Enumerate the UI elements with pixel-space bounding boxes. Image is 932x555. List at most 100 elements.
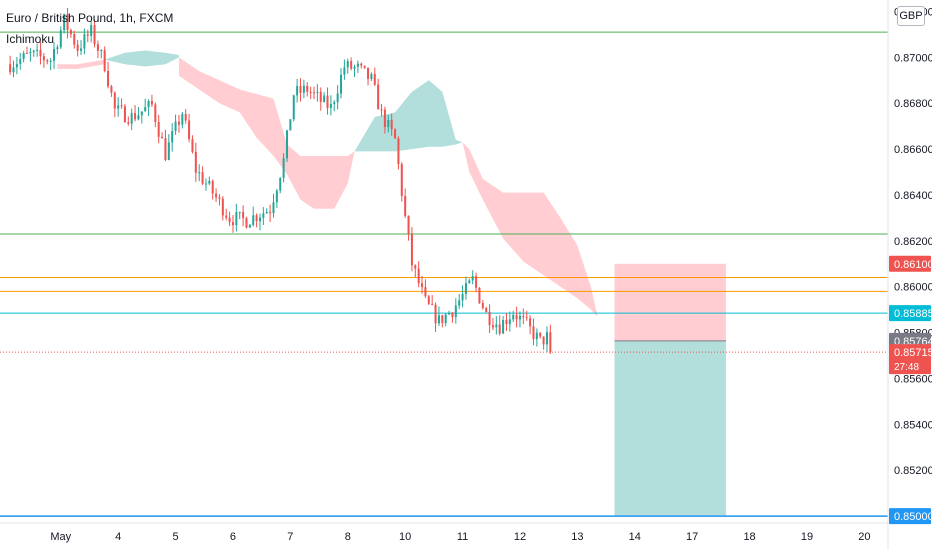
time-tick-label: 17	[686, 531, 698, 543]
candle-body	[529, 318, 532, 327]
candle-body	[204, 183, 207, 185]
candle	[454, 298, 457, 324]
candle-body	[188, 120, 191, 140]
candle	[539, 332, 542, 339]
candle	[404, 188, 407, 219]
candle	[370, 72, 373, 82]
candle-body	[292, 95, 295, 120]
candle	[174, 114, 177, 135]
candle-body	[518, 315, 521, 320]
candle-body	[228, 217, 231, 223]
candle	[120, 98, 123, 109]
symbol-title[interactable]: Euro / British Pound, 1h, FXCM	[6, 11, 174, 25]
candle	[150, 94, 153, 107]
candle	[336, 85, 339, 110]
candle	[63, 13, 66, 34]
candle	[380, 103, 383, 117]
candle	[360, 62, 363, 69]
candle	[329, 95, 332, 116]
candle	[265, 208, 268, 214]
time-tick-label: 14	[629, 531, 641, 543]
price-label-text: 0.85715	[894, 347, 932, 359]
candle	[269, 204, 272, 223]
price-label-text: 0.86100	[894, 259, 932, 271]
candle-body	[171, 131, 174, 143]
indicator-label[interactable]: Ichimoku	[6, 32, 55, 46]
candle-body	[481, 303, 484, 308]
candle-body	[296, 86, 299, 96]
candle-body	[275, 190, 278, 203]
candle	[164, 129, 167, 162]
ichimoku-bull-cloud-1	[354, 80, 463, 152]
candle	[319, 87, 322, 111]
candle	[137, 106, 140, 121]
candle-body	[525, 317, 528, 319]
candle	[410, 227, 413, 272]
candle	[157, 114, 160, 144]
candle-body	[32, 50, 35, 53]
candle-body	[316, 91, 319, 93]
candle-body	[144, 107, 147, 112]
candle-body	[515, 314, 518, 320]
candle-body	[164, 138, 167, 160]
candle	[25, 46, 29, 55]
candle-body	[174, 121, 177, 132]
candle-body	[157, 122, 160, 137]
candle-body	[194, 151, 197, 173]
candle-body	[448, 312, 451, 315]
candle-body	[208, 180, 211, 184]
candle	[53, 42, 56, 69]
candle-body	[390, 120, 393, 130]
candle-body	[383, 109, 386, 127]
candle	[485, 306, 488, 313]
candle	[397, 136, 400, 170]
candle-body	[350, 61, 353, 69]
candle-body	[434, 304, 437, 324]
candle	[508, 311, 511, 332]
candle-body	[198, 172, 201, 174]
time-tick-label: 7	[287, 531, 293, 543]
ichimoku-bear-cloud-1	[178, 57, 355, 209]
candle	[191, 135, 194, 154]
candle	[113, 91, 116, 118]
candle	[346, 58, 349, 74]
candle-body	[63, 14, 66, 31]
candle-body	[488, 312, 491, 326]
candle-body	[346, 61, 349, 68]
candle-body	[326, 95, 329, 109]
candle	[292, 94, 295, 122]
candle-body	[39, 49, 42, 57]
candle	[36, 43, 39, 57]
time-tick-label: 5	[173, 531, 179, 543]
candle	[90, 21, 93, 43]
candle	[444, 313, 447, 327]
candles	[9, 7, 552, 355]
candle-body	[279, 177, 282, 191]
candle-body	[397, 138, 400, 165]
candle	[242, 205, 245, 227]
candle-body	[269, 212, 272, 214]
candle-body	[451, 312, 454, 317]
currency-badge[interactable]: GBP	[897, 6, 925, 26]
time-tick-label: 13	[571, 531, 583, 543]
candle	[532, 318, 535, 346]
candle-body	[285, 130, 289, 159]
candle	[130, 108, 133, 130]
candle	[76, 39, 79, 57]
candle-body	[306, 85, 309, 92]
candle	[184, 108, 187, 124]
candle	[367, 67, 370, 86]
candle-body	[353, 66, 356, 69]
candle-body	[522, 315, 525, 318]
candle-body	[15, 63, 18, 68]
candle	[12, 60, 15, 78]
candle-body	[532, 326, 535, 340]
candle-body	[201, 172, 204, 184]
candle	[93, 19, 96, 48]
candle-body	[117, 105, 120, 109]
candle	[69, 28, 72, 38]
candle-body	[29, 52, 32, 54]
price-tick-label: 0.86600	[894, 144, 932, 156]
